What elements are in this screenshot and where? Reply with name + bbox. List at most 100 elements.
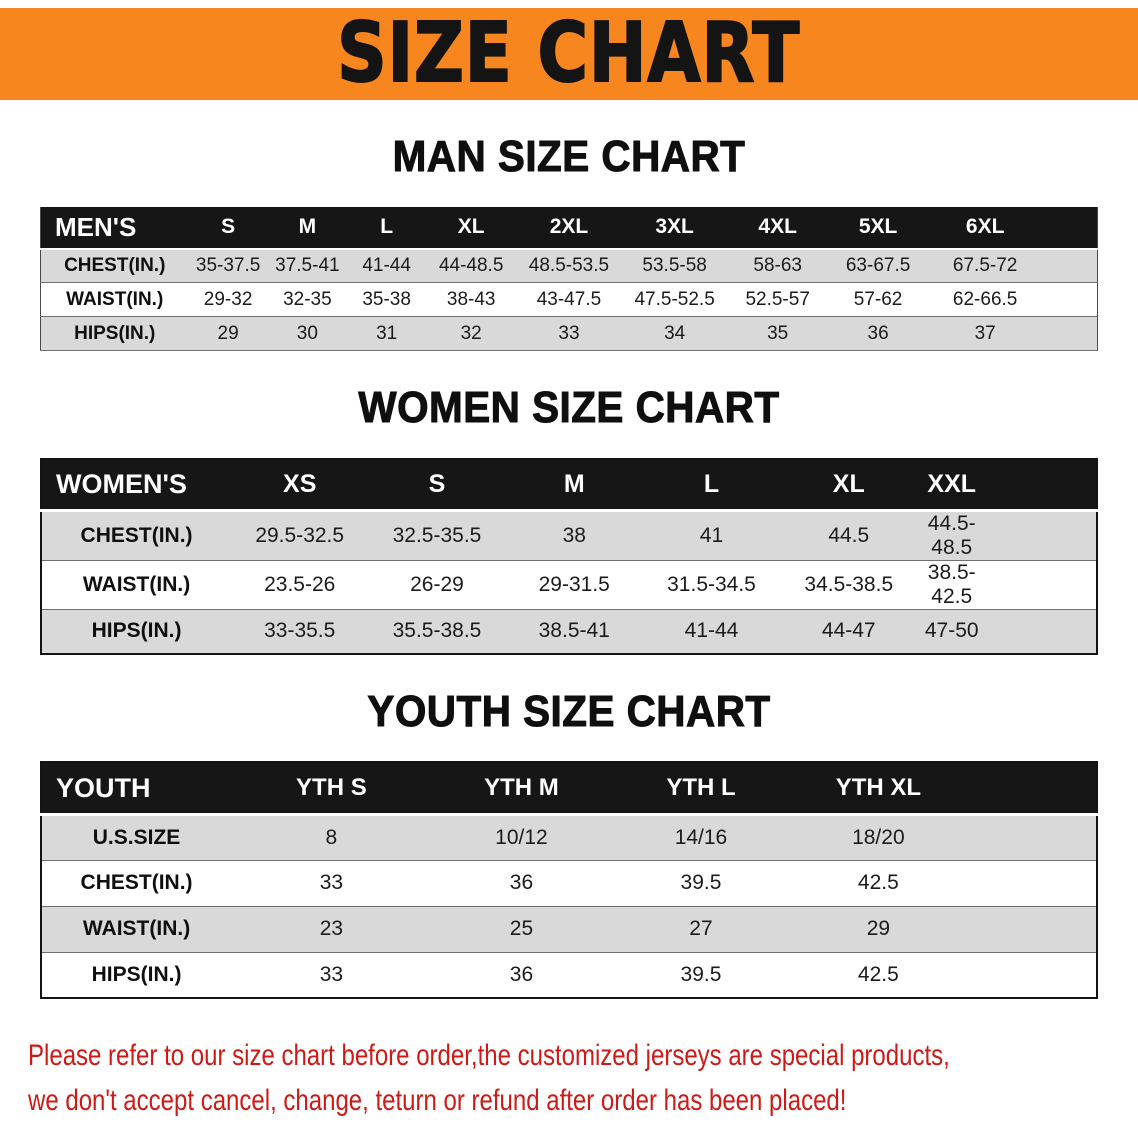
table-row: CHEST(IN.) 35-37.5 37.5-41 41-44 44-48.5 48.5… bbox=[40, 248, 1098, 283]
size-value: 29-32 bbox=[203, 288, 253, 310]
size-value: 31 bbox=[376, 322, 398, 344]
size-value: 41-44 bbox=[684, 619, 739, 643]
size-value: 29 bbox=[217, 322, 239, 344]
header-row: WOMEN'S XS S M L XL XXL bbox=[41, 458, 1097, 513]
size-value: 67.5-72 bbox=[952, 254, 1018, 276]
women-size-table: WOMEN'S XS S M L XL XXL CHEST(IN.) 29.5-32.5 32.5… bbox=[40, 457, 1098, 655]
size-value: 35 bbox=[767, 322, 789, 344]
size-value: 35-38 bbox=[362, 288, 411, 310]
size-value: 39.5 bbox=[680, 871, 722, 895]
header-row: YOUTH YTH S YTH M YTH L YTH XL bbox=[41, 762, 1097, 816]
size-value: 41-44 bbox=[362, 254, 411, 276]
size-header-cell: YTH S bbox=[231, 762, 432, 816]
table-row: WAIST(IN.) 29-32 32-35 35-38 38-43 43-47.5 47.… bbox=[40, 282, 1098, 317]
size-value: 43-47.5 bbox=[536, 288, 602, 310]
size-value: 37.5-41 bbox=[275, 254, 340, 276]
size-value: 32.5-35.5 bbox=[392, 524, 482, 548]
size-value: 25 bbox=[509, 917, 534, 941]
size-value: 42.5 bbox=[857, 871, 899, 895]
size-value: 48.5-53.5 bbox=[528, 254, 610, 276]
size-header-cell: 3XL bbox=[621, 206, 728, 250]
size-value: 47.5-52.5 bbox=[634, 288, 715, 310]
youth-section: YOUTH SIZE CHART YOUTH YTH S YTH M YTH L YTH… bbox=[0, 686, 1138, 1000]
row-label: HIPS(IN.) bbox=[91, 963, 182, 987]
size-header-cell: YTH M bbox=[431, 762, 612, 816]
size-value: 38-43 bbox=[446, 288, 496, 310]
table-title-cell: YOUTH bbox=[41, 762, 232, 816]
size-value: 37 bbox=[974, 322, 996, 344]
table-row: WAIST(IN.) 23 25 27 29 bbox=[41, 906, 1097, 953]
size-header-cell: 6XL bbox=[928, 206, 1098, 250]
size-value: 63-67.5 bbox=[845, 254, 911, 276]
size-table: YOUTH YTH S YTH M YTH L YTH XL U.S.SIZE 8 10/12… bbox=[40, 761, 1098, 1000]
size-value: 10/12 bbox=[495, 825, 548, 849]
size-value: 23 bbox=[319, 917, 344, 941]
table-row: U.S.SIZE 8 10/12 14/16 18/20 bbox=[41, 814, 1097, 861]
size-header-cell: XXL bbox=[917, 458, 1097, 513]
men-section: MAN SIZE CHART MEN'S S M L XL 2XL 3XL 4XL 5XL 6XL… bbox=[0, 132, 1138, 352]
size-header-cell: XL bbox=[780, 458, 918, 513]
size-value: 38.5-41 bbox=[538, 619, 610, 643]
women-section-heading: WOMEN SIZE CHART bbox=[358, 383, 780, 433]
size-header-cell: YTH L bbox=[611, 762, 791, 816]
disclaimer-line-1: Please refer to our size chart before or… bbox=[28, 1039, 950, 1073]
men-section-heading: MAN SIZE CHART bbox=[392, 132, 746, 182]
size-value: 33 bbox=[319, 963, 344, 987]
size-value: 18/20 bbox=[852, 825, 905, 849]
size-header-cell: 4XL bbox=[727, 206, 828, 250]
size-header-cell: S bbox=[368, 458, 506, 513]
size-value: 36 bbox=[509, 871, 534, 895]
size-value: 32 bbox=[460, 322, 482, 344]
table-title-cell: MEN'S bbox=[40, 206, 189, 250]
size-value: 34 bbox=[664, 322, 686, 344]
size-value: 52.5-57 bbox=[745, 288, 810, 310]
size-header-cell: XS bbox=[231, 458, 369, 513]
row-label: WAIST(IN.) bbox=[82, 573, 191, 597]
size-header-cell: M bbox=[267, 206, 347, 250]
table-row: WAIST(IN.) 23.5-26 26-29 29-31.5 31.5-34.5 34… bbox=[41, 560, 1097, 610]
size-value: 44-47 bbox=[821, 619, 876, 643]
row-label: WAIST(IN.) bbox=[82, 917, 191, 941]
size-value: 35.5-38.5 bbox=[392, 619, 482, 643]
size-header-cell: 5XL bbox=[827, 206, 929, 250]
size-value: 29 bbox=[866, 917, 891, 941]
size-value: 26-29 bbox=[410, 573, 464, 597]
size-header-cell: M bbox=[505, 458, 643, 513]
size-value: 47-50 bbox=[924, 619, 979, 643]
size-value: 32-35 bbox=[283, 288, 332, 310]
youth-size-table: YOUTH YTH S YTH M YTH L YTH XL U.S.SIZE 8 10/12… bbox=[40, 761, 1098, 1000]
row-label: WAIST(IN.) bbox=[66, 288, 164, 310]
header-row: MEN'S S M L XL 2XL 3XL 4XL 5XL 6XL bbox=[40, 206, 1098, 250]
size-value: 14/16 bbox=[674, 825, 728, 849]
row-label: CHEST(IN.) bbox=[64, 254, 166, 276]
size-value: 33 bbox=[558, 322, 580, 344]
size-value: 62-66.5 bbox=[952, 288, 1018, 310]
table-row: CHEST(IN.) 29.5-32.5 32.5-35.5 38 41 44.5 44.5… bbox=[41, 510, 1097, 561]
size-value: 30 bbox=[296, 322, 318, 344]
table-row: HIPS(IN.) 33 36 39.5 42.5 bbox=[41, 952, 1097, 999]
size-value: 44.5 bbox=[828, 524, 870, 548]
table-title-cell: WOMEN'S bbox=[41, 458, 232, 513]
size-value: 42.5 bbox=[857, 963, 899, 987]
size-value: 38 bbox=[562, 524, 586, 548]
size-value: 34.5-38.5 bbox=[804, 573, 894, 597]
size-value: 58-63 bbox=[753, 254, 802, 276]
size-header-cell: L bbox=[642, 458, 781, 513]
size-value: 38.5-42.5 bbox=[927, 561, 976, 609]
size-value: 29.5-32.5 bbox=[255, 524, 345, 548]
disclaimer: Please refer to our size chart before or… bbox=[28, 1033, 1110, 1123]
size-header-cell: YTH XL bbox=[790, 762, 1097, 816]
women-section: WOMEN SIZE CHART WOMEN'S XS S M L XL XXL CHEST(… bbox=[0, 383, 1138, 655]
size-value: 23.5-26 bbox=[264, 573, 336, 597]
size-value: 8 bbox=[325, 825, 338, 849]
row-label: HIPS(IN.) bbox=[91, 619, 182, 643]
size-table: MEN'S S M L XL 2XL 3XL 4XL 5XL 6XL CHEST(IN.) 35-37… bbox=[40, 206, 1098, 352]
size-value: 41 bbox=[699, 524, 724, 548]
page-title: SIZE CHART bbox=[337, 8, 801, 100]
size-value: 57-62 bbox=[853, 288, 903, 310]
size-header-cell: L bbox=[347, 206, 427, 250]
size-value: 29-31.5 bbox=[538, 573, 610, 597]
youth-section-heading: YOUTH SIZE CHART bbox=[367, 686, 771, 736]
row-label: U.S.SIZE bbox=[92, 825, 181, 849]
